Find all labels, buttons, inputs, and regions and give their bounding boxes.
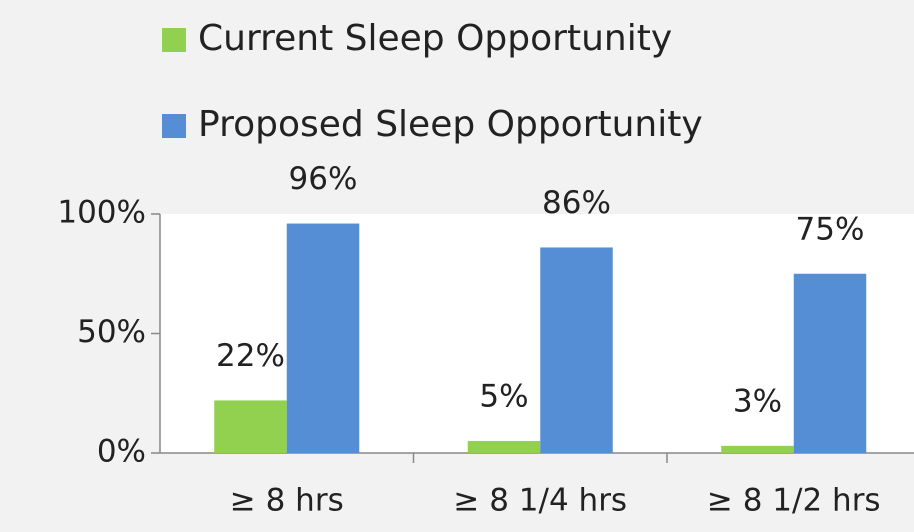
bar (540, 247, 613, 453)
y-tick-label: 50% (77, 314, 146, 350)
legend-swatch (162, 28, 186, 52)
bar (721, 445, 794, 453)
bar (793, 273, 867, 453)
value-label: 5% (479, 379, 528, 415)
x-tick-label: ≥ 8 hrs (230, 483, 344, 519)
x-tick-label: ≥ 8 1/4 hrs (453, 483, 627, 519)
value-label: 86% (542, 185, 611, 221)
y-tick-label: 0% (97, 434, 146, 470)
x-tick-label: ≥ 8 1/2 hrs (707, 483, 881, 519)
legend-label: Current Sleep Opportunity (198, 18, 672, 59)
legend-label: Proposed Sleep Opportunity (198, 104, 703, 145)
value-label: 75% (796, 211, 865, 247)
bar (286, 223, 360, 453)
bar (214, 400, 287, 453)
value-label: 96% (289, 161, 358, 197)
value-label: 3% (733, 383, 782, 419)
bar (467, 441, 541, 453)
y-tick-label: 100% (57, 195, 146, 231)
legend-swatch (162, 114, 186, 138)
value-label: 22% (216, 338, 285, 374)
